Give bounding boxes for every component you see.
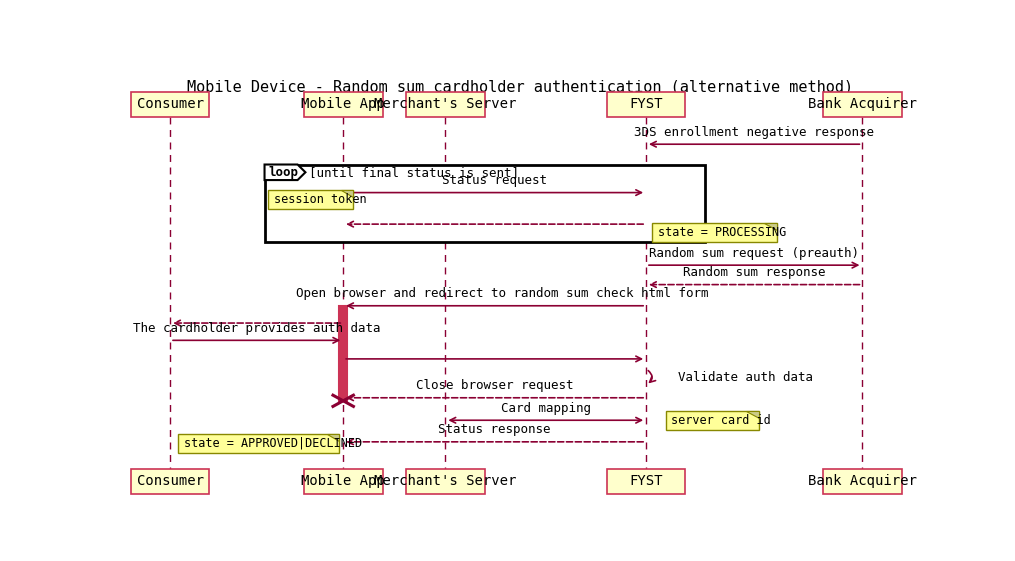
Polygon shape xyxy=(327,434,339,440)
FancyBboxPatch shape xyxy=(303,468,383,494)
FancyBboxPatch shape xyxy=(653,223,776,242)
Text: Merchant's Server: Merchant's Server xyxy=(375,474,517,488)
Text: Random sum request (preauth): Random sum request (preauth) xyxy=(650,246,860,260)
FancyBboxPatch shape xyxy=(303,91,383,117)
FancyBboxPatch shape xyxy=(666,411,758,430)
Text: Bank Acquirer: Bank Acquirer xyxy=(808,474,917,488)
Text: Bank Acquirer: Bank Acquirer xyxy=(808,97,917,111)
Polygon shape xyxy=(746,411,758,417)
Text: Random sum response: Random sum response xyxy=(683,266,825,279)
Text: Mobile App: Mobile App xyxy=(301,97,385,111)
Text: Validate auth data: Validate auth data xyxy=(678,371,813,384)
Text: Consumer: Consumer xyxy=(137,474,204,488)
FancyBboxPatch shape xyxy=(265,164,705,242)
Text: session token: session token xyxy=(274,194,366,206)
FancyBboxPatch shape xyxy=(607,91,685,117)
FancyBboxPatch shape xyxy=(823,91,901,117)
Text: 3DS enrollment negative response: 3DS enrollment negative response xyxy=(634,126,874,139)
Text: Open browser and redirect to random sum check html form: Open browser and redirect to random sum … xyxy=(296,287,708,300)
FancyBboxPatch shape xyxy=(607,468,685,494)
Text: FYST: FYST xyxy=(629,97,663,111)
Text: Consumer: Consumer xyxy=(137,97,204,111)
Polygon shape xyxy=(764,223,776,230)
Text: Mobile App: Mobile App xyxy=(301,474,385,488)
Text: The cardholder provides auth data: The cardholder provides auth data xyxy=(133,321,381,335)
Text: FYST: FYST xyxy=(629,474,663,488)
Text: Card mapping: Card mapping xyxy=(500,402,591,415)
FancyBboxPatch shape xyxy=(339,306,347,401)
Polygon shape xyxy=(341,190,353,197)
Text: Close browser request: Close browser request xyxy=(416,379,573,392)
Text: Status request: Status request xyxy=(443,174,547,187)
FancyBboxPatch shape xyxy=(406,468,485,494)
Text: Mobile Device - Random sum cardholder authentication (alternative method): Mobile Device - Random sum cardholder au… xyxy=(187,80,854,94)
FancyBboxPatch shape xyxy=(823,468,901,494)
Text: server card id: server card id xyxy=(671,414,771,427)
FancyBboxPatch shape xyxy=(131,91,209,117)
Text: Merchant's Server: Merchant's Server xyxy=(375,97,517,111)
FancyBboxPatch shape xyxy=(178,434,339,453)
FancyBboxPatch shape xyxy=(268,190,353,209)
Polygon shape xyxy=(265,164,306,180)
Text: state = PROCESSING: state = PROCESSING xyxy=(658,226,786,239)
Text: loop: loop xyxy=(268,166,298,179)
FancyBboxPatch shape xyxy=(131,468,209,494)
Text: Status response: Status response xyxy=(438,423,551,436)
Text: [until final status is sent]: [until final status is sent] xyxy=(310,166,520,179)
FancyBboxPatch shape xyxy=(406,91,485,117)
Text: state = APPROVED|DECLINED: state = APPROVED|DECLINED xyxy=(184,436,361,449)
